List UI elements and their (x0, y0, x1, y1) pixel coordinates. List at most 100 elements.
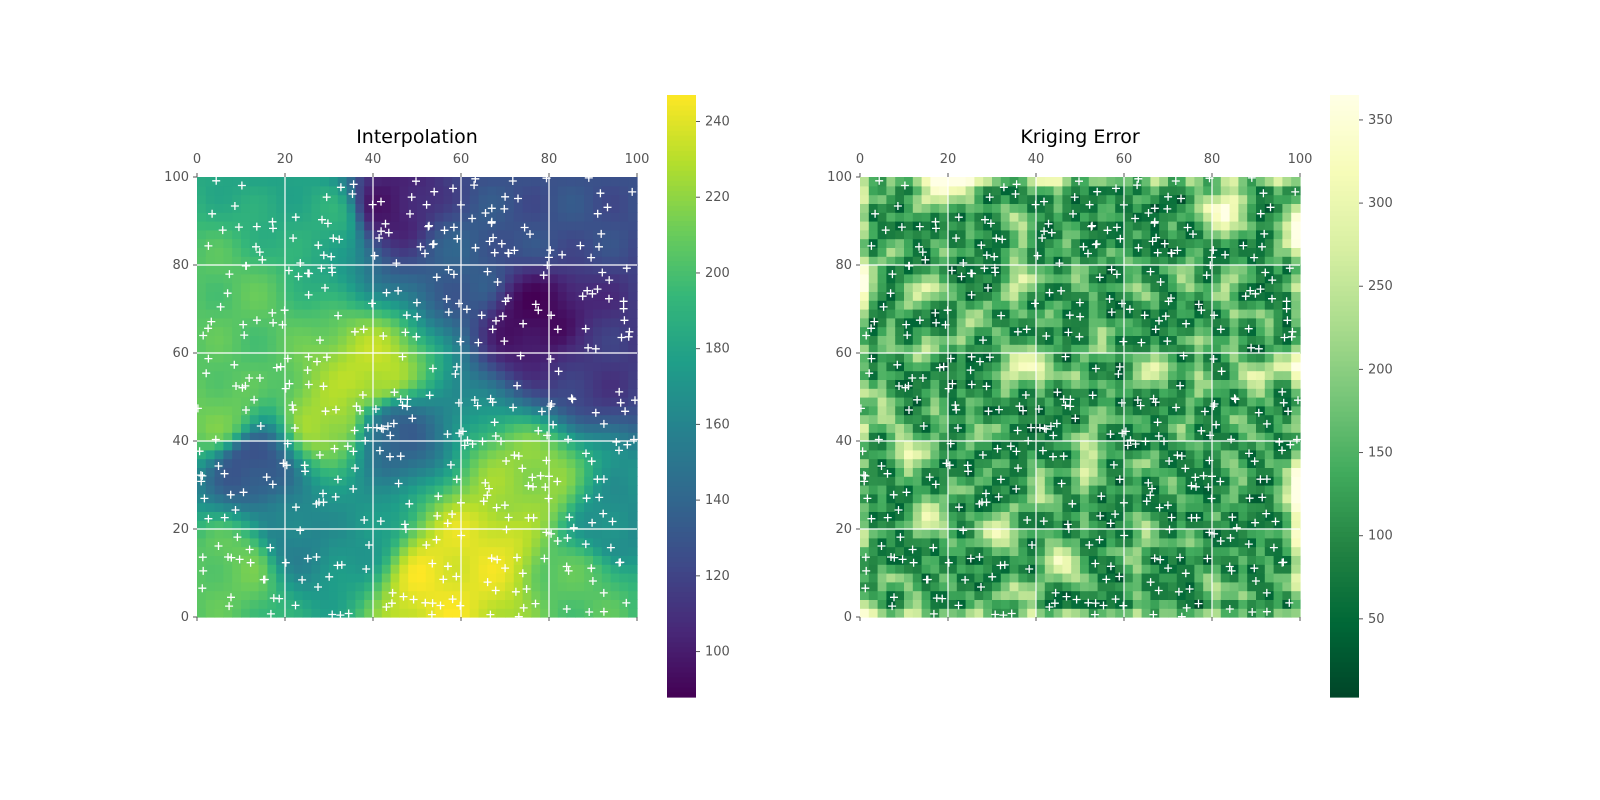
heatmap-cell (974, 458, 984, 468)
heatmap-cell (549, 397, 559, 407)
heatmap-cell (619, 520, 629, 530)
heatmap-cell (1115, 555, 1125, 565)
heatmap-cell (285, 265, 295, 275)
heatmap-cell (522, 405, 532, 416)
heatmap-cell (593, 599, 603, 609)
heatmap-cell (1027, 485, 1037, 495)
heatmap-cell (619, 467, 629, 477)
heatmap-cell (1185, 326, 1195, 336)
heatmap-cell (1062, 361, 1072, 372)
heatmap-cell (478, 432, 488, 442)
heatmap-cell (214, 388, 224, 398)
heatmap-cell (886, 502, 896, 512)
colorbar-segment (667, 451, 696, 457)
heatmap-cell (557, 573, 568, 583)
heatmap-cell (1106, 185, 1116, 196)
sample-point-marker (558, 250, 567, 259)
heatmap-cell (1168, 238, 1178, 248)
heatmap-cell (249, 203, 260, 213)
heatmap-cell (205, 546, 216, 556)
heatmap-cell (1080, 529, 1090, 539)
heatmap-cell (408, 467, 418, 477)
sample-point-marker (468, 440, 477, 448)
heatmap-cell (452, 405, 462, 416)
heatmap-cell (425, 581, 436, 592)
heatmap-cell (496, 388, 506, 398)
heatmap-cell (205, 590, 216, 600)
heatmap-cell (522, 493, 532, 504)
heatmap-cell (1115, 414, 1125, 424)
heatmap-cell (505, 353, 515, 363)
heatmap-cell (1159, 573, 1169, 583)
heatmap-cell (593, 537, 603, 548)
heatmap-cell (443, 414, 453, 424)
heatmap-cell (425, 590, 436, 600)
heatmap-cell (355, 520, 365, 530)
heatmap-cell (1141, 599, 1151, 609)
sample-point-marker (269, 318, 278, 327)
heatmap-cell (329, 449, 339, 460)
heatmap-cell (904, 608, 914, 618)
heatmap-cell (912, 317, 923, 328)
heatmap-cell (601, 441, 612, 451)
heatmap-cell (1036, 282, 1046, 292)
heatmap-cell (912, 353, 923, 363)
heatmap-cell (868, 449, 879, 460)
heatmap-cell (1168, 194, 1178, 204)
heatmap-cell (232, 388, 242, 398)
heatmap-cell (974, 185, 984, 196)
heatmap-cell (197, 537, 207, 548)
heatmap-cell (549, 185, 559, 196)
heatmap-cell (1027, 529, 1037, 539)
sample-point-marker (356, 406, 364, 415)
heatmap-cell (1044, 449, 1055, 460)
heatmap-cell (478, 608, 488, 618)
sample-point-marker (241, 261, 250, 270)
heatmap-cell (302, 238, 312, 248)
heatmap-cell (522, 537, 532, 548)
heatmap-cell (355, 397, 365, 407)
heatmap-cell (276, 564, 286, 574)
heatmap-cell (557, 599, 568, 609)
heatmap-cell (417, 194, 427, 204)
heatmap-cell (417, 529, 427, 539)
heatmap-cell (610, 282, 620, 292)
heatmap-cell (364, 493, 374, 504)
heatmap-cell (293, 256, 304, 266)
heatmap-cell (276, 493, 286, 504)
heatmap-cell (302, 599, 312, 609)
heatmap-cell (249, 432, 260, 442)
heatmap-cell (434, 441, 444, 451)
heatmap-cell (601, 414, 612, 424)
heatmap-cell (939, 555, 949, 565)
heatmap-cell (205, 458, 216, 468)
heatmap-cell (337, 441, 348, 451)
colorbar-segment (667, 571, 696, 578)
heatmap-cell (557, 405, 568, 416)
heatmap-cell (1071, 529, 1081, 539)
heatmap-cell (258, 608, 268, 618)
heatmap-cell (522, 432, 532, 442)
heatmap-cell (895, 326, 905, 336)
heatmap-cell (513, 370, 524, 380)
heatmap-cell (381, 256, 392, 266)
heatmap-cell (549, 212, 559, 222)
heatmap-cell (1080, 537, 1090, 548)
heatmap-cell (930, 467, 940, 477)
heatmap-cell (948, 405, 958, 416)
heatmap-cell (373, 229, 383, 240)
heatmap-cell (461, 177, 471, 187)
heatmap-cell (241, 485, 251, 495)
heatmap-cell (628, 599, 638, 609)
heatmap-cell (285, 511, 295, 521)
sample-point-marker (317, 264, 326, 273)
heatmap-cell (1159, 458, 1169, 468)
heatmap-cell (566, 361, 576, 372)
heatmap-cell (425, 194, 436, 204)
heatmap-cell (443, 185, 453, 196)
heatmap-cell (417, 441, 427, 451)
heatmap-cell (868, 273, 879, 284)
heatmap-cell (1097, 546, 1107, 556)
sample-point-marker (529, 482, 537, 491)
heatmap-cell (1106, 361, 1116, 372)
